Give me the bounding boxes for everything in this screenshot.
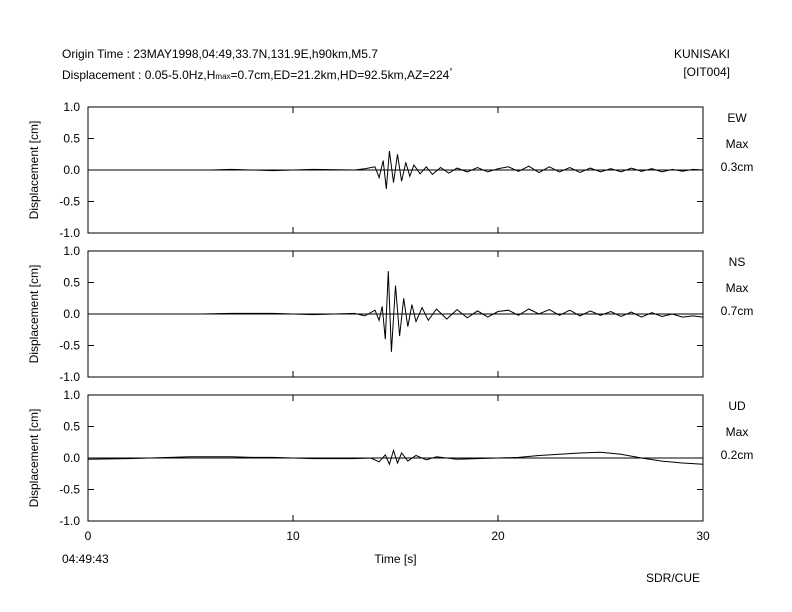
max-value: 0.7cm	[721, 304, 754, 318]
y-tick-label: 0.5	[63, 132, 80, 146]
origin-time-value: 23MAY1998,04:49,33.7N,131.9E,h90km,M5.7	[133, 47, 378, 61]
x-tick-label: 10	[286, 529, 300, 543]
y-tick-label: 1.0	[63, 244, 80, 258]
x-axis-label: Time [s]	[374, 552, 416, 566]
component-label: EW	[727, 111, 747, 125]
waveform-ew	[88, 151, 704, 189]
start-time: 04:49:43	[62, 552, 109, 566]
waveform-ud	[87, 448, 704, 466]
y-tick-label: 0.0	[63, 451, 80, 465]
displacement-line: Displacement : 0.05-5.0Hz,Hmax=0.7cm,ED=…	[62, 65, 453, 84]
y-tick-label: 0.5	[63, 420, 80, 434]
max-value: 0.2cm	[721, 448, 754, 462]
y-tick-label: -0.5	[59, 483, 80, 497]
y-tick-label: 0.5	[63, 276, 80, 290]
y-tick-label: -1.0	[59, 226, 80, 240]
displacement-band: 0.05-5.0Hz,H	[144, 68, 216, 82]
y-tick-label: 1.0	[63, 100, 80, 114]
y-axis-label: Displacement [cm]	[27, 409, 41, 508]
x-tick-label: 30	[696, 529, 710, 543]
y-tick-label: -0.5	[59, 339, 80, 353]
max-label: Max	[726, 137, 749, 151]
y-tick-label: 1.0	[63, 388, 80, 402]
max-value: 0.3cm	[721, 160, 754, 174]
station-code: [OIT004]	[683, 65, 730, 79]
station-name: KUNISAKI	[673, 47, 730, 61]
origin-time-line: Origin Time : 23MAY1998,04:49,33.7N,131.…	[62, 47, 378, 61]
degree-mark: °	[449, 67, 453, 76]
y-tick-label: 0.0	[63, 163, 80, 177]
component-label: NS	[729, 255, 746, 269]
origin-time-label: Origin Time :	[62, 47, 134, 61]
displacement-params: =0.7cm,ED=21.2km,HD=92.5km,AZ=224	[230, 68, 450, 82]
y-tick-label: 0.0	[63, 307, 80, 321]
hmax-subscript: max	[215, 72, 231, 81]
displacement-label: Displacement :	[62, 68, 145, 82]
waveform-ns	[88, 271, 704, 352]
y-axis-label: Displacement [cm]	[27, 121, 41, 220]
x-tick-label: 0	[85, 529, 92, 543]
y-axis-label: Displacement [cm]	[27, 265, 41, 364]
y-tick-label: -1.0	[59, 370, 80, 384]
x-tick-label: 20	[491, 529, 505, 543]
y-tick-label: -0.5	[59, 195, 80, 209]
credit-label: SDR/CUE	[646, 571, 700, 585]
component-label: UD	[728, 399, 746, 413]
max-label: Max	[726, 281, 749, 295]
max-label: Max	[726, 425, 749, 439]
y-tick-label: -1.0	[59, 514, 80, 528]
